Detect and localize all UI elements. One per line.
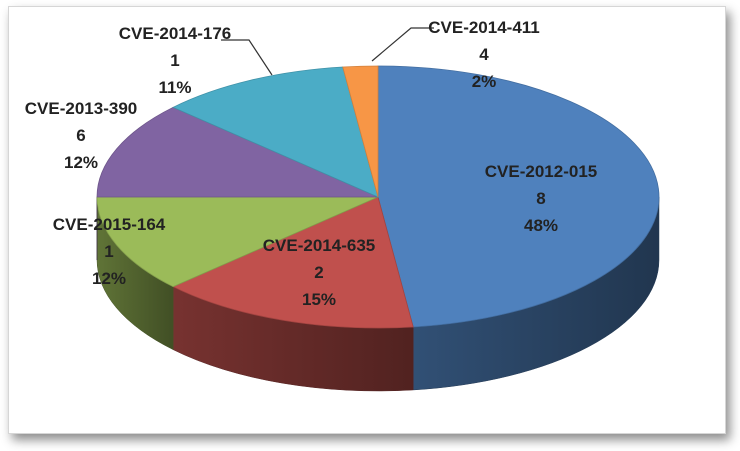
slice-CVE-2014-176 (172, 66, 379, 198)
slice-label-percent: 48% (524, 216, 558, 235)
slice-label-percent: 15% (302, 290, 336, 309)
pie-chart: CVE-2012-015 8 48% CVE-2014-635 2 15% CVE-2015… (25, 18, 660, 392)
slice-CVE-2014-635 (172, 196, 414, 329)
slice-label-name: CVE-2012-015 (485, 162, 597, 181)
chart-frame: CVE-2012-015 8 48% CVE-2014-635 2 15% CVE-2015… (8, 6, 726, 434)
leader-line-CVE-2014-176 (221, 39, 273, 76)
leader-lines (221, 27, 434, 76)
slice-label-value: 4 (479, 45, 489, 64)
slice-label-percent: 2% (472, 72, 497, 91)
leader-line-CVE-2014-411 (371, 27, 434, 62)
slice-label-percent: 12% (64, 153, 98, 172)
slice-label-name: CVE-2014-635 (263, 236, 375, 255)
slice-CVE-2014-411 (342, 65, 379, 198)
slice-CVE-2012-015 (377, 65, 660, 328)
slice-label-name: CVE-2015-164 (53, 215, 166, 234)
slice-label-value: 2 (314, 263, 323, 282)
slice-CVE-2015-164 (96, 196, 379, 288)
slice-label-name: CVE-2014-411 (428, 18, 540, 37)
slice-label-value: 1 (104, 242, 113, 261)
slice-label-percent: 12% (92, 269, 126, 288)
slice-label-value: 8 (536, 189, 545, 208)
slice-labels: CVE-2012-015 8 48% CVE-2014-635 2 15% CVE-2015… (25, 18, 597, 309)
pie-sides (96, 196, 660, 392)
slice-label-name: CVE-2014-176 (119, 24, 231, 43)
slice-label-value: 1 (170, 51, 179, 70)
pie-tops (96, 65, 660, 329)
slice-CVE-2013-390 (96, 106, 379, 198)
slice-label-name: CVE-2013-390 (25, 99, 137, 118)
slice-label-value: 6 (76, 126, 85, 145)
slice-label-percent: 11% (158, 78, 191, 97)
